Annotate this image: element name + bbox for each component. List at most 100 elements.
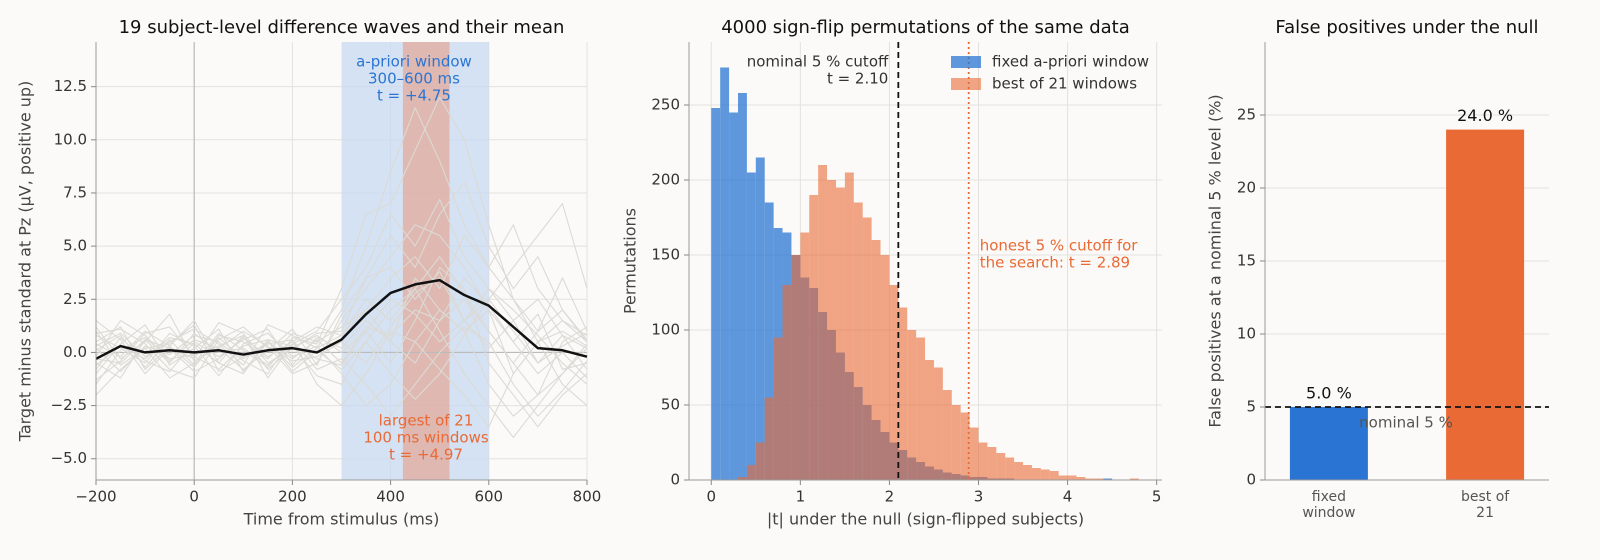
x-tick-label: 5: [1152, 488, 1162, 506]
histogram-bar: [1014, 462, 1024, 480]
y-tick-label: −5.0: [51, 449, 87, 467]
histogram-bar: [755, 157, 765, 480]
legend-label: fixed a-priori window: [992, 53, 1149, 71]
subject-wave: [95, 277, 588, 379]
x-axis-label: |t| under the null (sign-flipped subject…: [767, 510, 1084, 529]
histogram-bar: [871, 240, 881, 480]
legend-swatch: [951, 78, 981, 90]
cutoff-label: t = 2.10: [827, 70, 888, 88]
histogram-bar: [1023, 465, 1032, 480]
histogram-bar: [835, 187, 845, 480]
histogram-bar: [898, 307, 908, 480]
subject-wave: [95, 298, 588, 373]
legend-label: best of 21 windows: [992, 75, 1137, 93]
annotation: 100 ms windows: [363, 429, 489, 447]
histogram-bar: [711, 108, 721, 480]
histogram-bar: [1076, 477, 1086, 480]
reference-label: nominal 5 %: [1359, 414, 1453, 432]
cutoff-label: nominal 5 % cutoff: [747, 53, 889, 71]
x-tick-label: fixed: [1312, 489, 1346, 505]
histogram-bar: [729, 112, 738, 480]
histogram-bar: [1094, 478, 1104, 480]
annotation: a-priori window: [356, 53, 472, 71]
y-tick-label: −2.5: [51, 396, 87, 414]
histogram-bar: [737, 477, 747, 480]
subject-wave: [95, 330, 588, 428]
chart-title: False positives under the null: [1275, 17, 1538, 38]
histogram-bar: [782, 285, 792, 480]
histogram-bar: [942, 390, 952, 480]
x-tick-label: 800: [573, 488, 602, 506]
x-tick-label: −200: [75, 488, 116, 506]
legend-swatch: [951, 56, 981, 68]
x-tick-label: 1: [796, 488, 806, 506]
histogram-bar: [1005, 457, 1015, 480]
x-tick-label: 200: [278, 488, 307, 506]
histogram-bar: [996, 453, 1006, 480]
histogram-bar: [969, 427, 979, 480]
y-tick-label: 0.0: [63, 343, 87, 361]
histogram-bar: [746, 465, 756, 480]
x-tick-label: 400: [376, 488, 405, 506]
y-axis-label: Target minus standard at Pz (μV, positiv…: [16, 81, 35, 443]
bar: [1289, 407, 1368, 480]
histogram-bar: [1129, 478, 1139, 480]
x-axis-label: Time from stimulus (ms): [243, 510, 440, 529]
y-tick-label: 5: [1246, 398, 1256, 416]
mean-wave: [95, 278, 588, 360]
histogram-bar: [737, 93, 747, 480]
histogram-bar: [818, 165, 828, 480]
histogram-bar: [987, 447, 997, 480]
histogram-bar: [862, 217, 872, 480]
y-tick-label: 150: [651, 246, 680, 264]
y-tick-label: 15: [1237, 252, 1256, 270]
y-tick-label: 100: [651, 321, 680, 339]
histogram-bar: [827, 180, 836, 480]
bar: [1446, 129, 1525, 480]
y-tick-label: 12.5: [54, 77, 87, 95]
histogram-bar: [925, 360, 934, 480]
subject-wave: [95, 266, 588, 428]
histogram-bar: [916, 337, 926, 480]
histogram-bar: [907, 330, 917, 480]
y-tick-label: 5.0: [63, 237, 87, 255]
histogram-bar: [764, 397, 774, 480]
histogram-bar: [978, 442, 988, 480]
histogram-bar: [1067, 475, 1077, 480]
histogram-bar: [844, 172, 854, 480]
y-tick-label: 200: [651, 171, 680, 189]
annotation: t = +4.75: [377, 87, 451, 105]
y-tick-label: 0: [1246, 471, 1256, 489]
x-tick-label: 4: [1063, 488, 1073, 506]
histogram-bar: [960, 412, 970, 480]
histogram-bar: [1085, 478, 1095, 480]
y-tick-label: 10.0: [54, 130, 87, 148]
annotation: 300–600 ms: [368, 70, 460, 88]
histogram-bar: [773, 337, 783, 480]
subject-wave: [95, 203, 588, 385]
histogram-bar: [755, 442, 765, 480]
histogram-bar: [1103, 478, 1113, 480]
histogram-bar: [746, 172, 756, 480]
histogram-bar: [880, 255, 890, 480]
histogram-bar: [1040, 469, 1050, 480]
y-axis-label: False positives at a nominal 5 % level (…: [1206, 94, 1225, 427]
cutoff-label: honest 5 % cutoff for: [980, 237, 1139, 255]
annotation: largest of 21: [379, 412, 474, 430]
subject-wave: [95, 288, 588, 439]
histogram-bar: [933, 367, 943, 480]
cutoff-label: the search: t = 2.89: [980, 254, 1130, 272]
y-tick-label: 250: [651, 96, 680, 114]
histogram-bar: [1058, 475, 1068, 480]
histogram-bar: [1031, 468, 1041, 480]
x-tick-label: 3: [974, 488, 984, 506]
chart-title: 4000 sign-flip permutations of the same …: [721, 17, 1130, 38]
annotation: t = +4.97: [389, 446, 463, 464]
histogram-bar: [1049, 471, 1059, 480]
y-tick-label: 2.5: [63, 290, 87, 308]
histogram-bar: [791, 255, 801, 480]
histogram-bar: [889, 285, 899, 480]
x-tick-label: 2: [885, 488, 895, 506]
histogram-bar: [809, 195, 819, 480]
y-tick-label: 7.5: [63, 183, 87, 201]
